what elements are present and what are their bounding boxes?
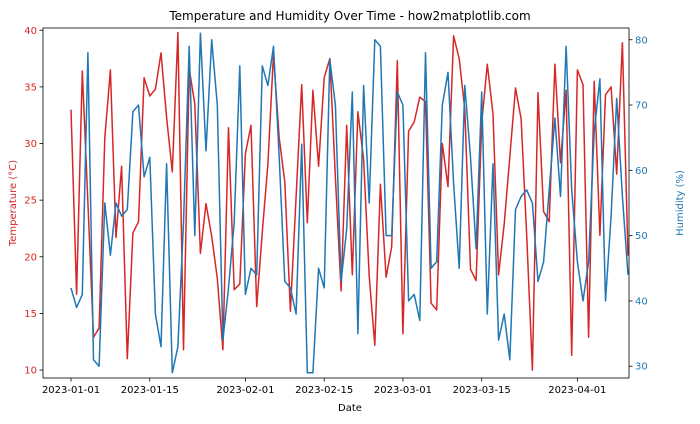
y-axis-left-label: Temperature (°C) <box>8 160 19 247</box>
y-left-tick-label: 40 <box>24 26 37 37</box>
y-left-tick-label: 10 <box>24 366 37 377</box>
y-left-tick-label: 20 <box>24 252 37 263</box>
x-tick-label: 2023-02-01 <box>216 385 274 396</box>
y-left-tick-label: 30 <box>24 139 37 150</box>
y-right-tick-label: 50 <box>635 231 648 242</box>
temperature-line <box>70 31 629 371</box>
y-left-tick-label: 35 <box>24 82 37 93</box>
x-tick-label: 2023-04-01 <box>548 385 606 396</box>
y-right-tick-label: 60 <box>635 166 648 177</box>
y-right-tick-label: 70 <box>635 101 648 112</box>
y-right-tick-label: 40 <box>635 296 648 307</box>
humidity-line <box>70 32 629 374</box>
x-axis: 2023-01-01 2023-01-15 2023-02-01 2023-02-15… <box>42 378 606 396</box>
chart-title: Temperature and Humidity Over Time - how… <box>168 9 530 23</box>
x-axis-label: Date <box>338 403 362 414</box>
x-tick-label: 2023-01-01 <box>42 385 100 396</box>
y-left-tick-label: 25 <box>24 196 37 207</box>
x-tick-label: 2023-03-01 <box>374 385 432 396</box>
y-right-tick-label: 30 <box>635 362 648 373</box>
plot-area <box>70 31 629 374</box>
x-tick-label: 2023-03-15 <box>453 385 511 396</box>
y-axis-right-label: Humidity (%) <box>675 170 686 236</box>
y-right-tick-label: 80 <box>635 35 648 46</box>
y-left-tick-label: 15 <box>24 309 37 320</box>
x-tick-label: 2023-01-15 <box>121 385 179 396</box>
y-axis-right: 30 40 50 60 70 80 <box>629 35 648 373</box>
y-axis-left: 10 15 20 25 30 35 40 <box>24 26 43 377</box>
x-tick-label: 2023-02-15 <box>295 385 353 396</box>
plot-frame <box>42 27 630 379</box>
